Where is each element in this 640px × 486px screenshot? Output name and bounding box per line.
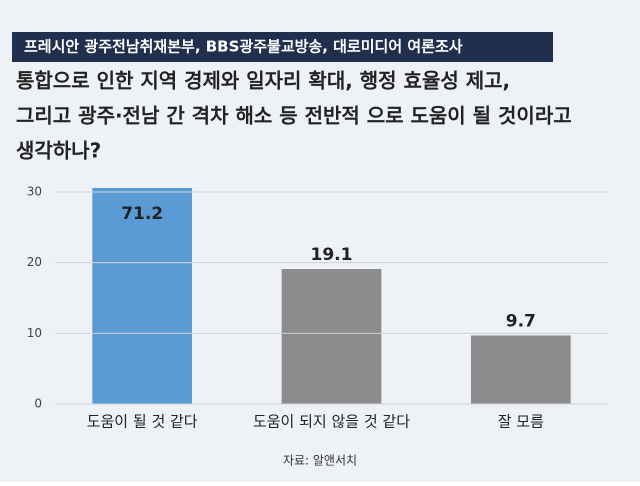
source-note: 자료: 알앤서치 xyxy=(283,454,357,468)
value-label: 9.7 xyxy=(506,311,536,331)
value-label: 19.1 xyxy=(311,245,353,265)
x-tick-label: 잘 모름 xyxy=(498,413,544,431)
y-tick-label: 0 xyxy=(34,397,42,411)
chart-title: 생각하나? xyxy=(16,139,101,163)
chart-subtitle: 프레시안 광주전남취재본부, BBS광주불교방송, 대로미디어 여론조사 xyxy=(24,38,463,56)
y-tick-label: 10 xyxy=(27,326,42,340)
x-tick-label: 도움이 될 것 같다 xyxy=(87,413,198,431)
chart-title: 통합으로 인한 지역 경제와 일자리 확대, 행정 효율성 제고, xyxy=(16,69,510,93)
y-tick-label: 20 xyxy=(27,255,42,269)
chart-title: 그리고 광주·전남 간 격차 해소 등 전반적 으로 도움이 될 것이라고 xyxy=(16,104,572,128)
plot-area xyxy=(92,188,571,404)
bar xyxy=(470,335,571,404)
bar xyxy=(281,269,382,404)
value-label: 71.2 xyxy=(121,204,163,224)
header-box xyxy=(12,32,553,62)
y-tick-label: 30 xyxy=(27,185,42,199)
bar xyxy=(92,188,193,404)
x-tick-label: 도움이 되지 않을 것 같다 xyxy=(253,413,410,431)
